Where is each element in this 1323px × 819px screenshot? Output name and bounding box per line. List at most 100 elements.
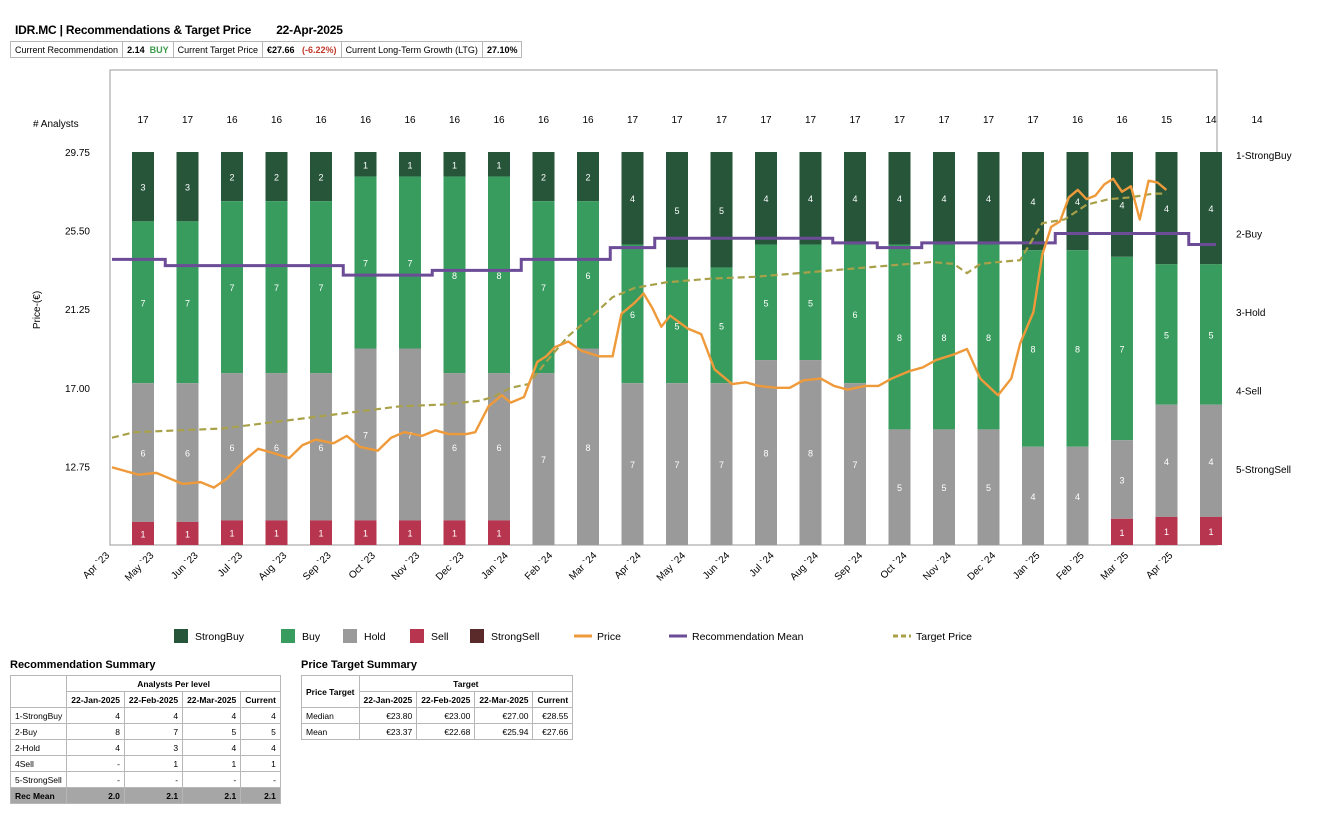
bar-label-strongbuy-11: 4 xyxy=(630,194,635,204)
bar-label-buy-14: 5 xyxy=(763,298,768,308)
bar-strongbuy-19 xyxy=(977,152,1000,245)
bar-strongbuy-9 xyxy=(532,152,555,202)
bar-label-buy-11: 6 xyxy=(630,310,635,320)
bar-label-sell-0: 1 xyxy=(140,529,145,539)
bar-strongbuy-15 xyxy=(799,152,822,245)
rec-col-header-2: 22-Mar-2025 xyxy=(182,691,242,708)
analyst-count-16: 17 xyxy=(849,115,861,126)
rec-cell: 4 xyxy=(182,707,242,724)
bar-label-sell-8: 1 xyxy=(496,529,501,539)
analyst-count-1: 17 xyxy=(182,115,194,126)
analyst-count-6: 16 xyxy=(404,115,416,126)
rec-value-number: 2.14 xyxy=(127,44,145,55)
bar-hold-5 xyxy=(354,348,377,521)
rec-table-corner xyxy=(9,675,68,708)
bar-label-sell-1: 1 xyxy=(185,529,190,539)
bar-label-buy-17: 8 xyxy=(897,333,902,343)
analyst-count-19: 17 xyxy=(983,115,995,126)
bar-label-strongbuy-12: 5 xyxy=(674,206,679,216)
analyst-count-3: 16 xyxy=(271,115,283,126)
bar-strongbuy-4 xyxy=(310,152,332,202)
x-tick-1: May `23 xyxy=(122,549,156,583)
bar-label-hold-10: 8 xyxy=(585,443,590,453)
bar-strongbuy-1 xyxy=(176,152,199,222)
analyst-count-12: 17 xyxy=(671,115,683,126)
bar-strongbuy-3 xyxy=(265,152,288,202)
bar-label-sell-2: 1 xyxy=(229,529,234,539)
ltg-value: 27.10% xyxy=(481,41,523,58)
bar-sell-24 xyxy=(1200,516,1222,545)
rec-col-header-0: 22-Jan-2025 xyxy=(66,691,125,708)
rec-cell: 5 xyxy=(182,723,242,740)
bar-hold-9 xyxy=(532,373,555,545)
recommendation-mean-line xyxy=(112,232,1216,277)
bar-sell-1 xyxy=(176,521,199,545)
bar-label-hold-8: 6 xyxy=(496,443,501,453)
x-tick-19: Nov `24 xyxy=(921,549,955,583)
bar-label-buy-19: 8 xyxy=(986,333,991,343)
analyst-count-15: 17 xyxy=(805,115,817,126)
x-tick-24: Apr `25 xyxy=(1144,549,1176,581)
tp-value: €27.66 (-6.22%) xyxy=(262,41,342,58)
bar-label-hold-22: 3 xyxy=(1119,476,1124,486)
right-axis-label-1: 2-Buy xyxy=(1236,230,1262,241)
x-tick-17: Sep `24 xyxy=(832,549,866,583)
bar-strongbuy-0 xyxy=(132,152,154,222)
bar-label-buy-6: 7 xyxy=(407,259,412,269)
right-axis-label-2: 3-Hold xyxy=(1236,308,1265,319)
ltg-label: Current Long-Term Growth (LTG) xyxy=(340,41,483,58)
analyst-count-8: 16 xyxy=(493,115,505,126)
bar-label-buy-16: 6 xyxy=(852,310,857,320)
analyst-count-11: 17 xyxy=(627,115,639,126)
rec-summary-table: Analysts Per level 22-Jan-2025 22-Feb-202… xyxy=(9,675,281,804)
recommendations-chart: 3761376127612761276117711771186118612772… xyxy=(32,69,1292,643)
rec-cell: 7 xyxy=(123,723,184,740)
bar-hold-12 xyxy=(666,383,688,545)
bar-strongbuy-11 xyxy=(621,152,644,245)
bar-label-buy-15: 5 xyxy=(808,298,813,308)
analyst-count-22: 16 xyxy=(1116,115,1128,126)
bar-label-buy-18: 8 xyxy=(941,333,946,343)
pt-cell: €25.94 xyxy=(474,723,534,740)
bar-label-hold-11: 7 xyxy=(630,460,635,470)
bar-buy-3 xyxy=(265,201,288,374)
bar-buy-20 xyxy=(1022,250,1044,447)
bar-hold-11 xyxy=(621,383,644,545)
bar-label-hold-15: 8 xyxy=(808,449,813,459)
rec-mean-cell: 2.0 xyxy=(66,787,125,804)
bar-hold-8 xyxy=(488,373,510,521)
table-row: Mean €23.37 €22.68 €25.94 €27.66 xyxy=(301,723,574,740)
x-tick-6: Oct `23 xyxy=(346,549,378,581)
bar-label-strongbuy-22: 4 xyxy=(1119,200,1124,210)
legend-label-strongbuy: StrongBuy xyxy=(195,631,245,643)
bar-strongbuy-6 xyxy=(399,152,421,177)
bar-hold-24 xyxy=(1200,404,1222,517)
bar-label-sell-7: 1 xyxy=(452,529,457,539)
x-tick-15: Jul `24 xyxy=(747,549,777,579)
right-axis-label-4: 5-StrongSell xyxy=(1236,465,1291,476)
bar-label-buy-12: 5 xyxy=(674,321,679,331)
bar-label-strongbuy-9: 2 xyxy=(541,173,546,183)
x-tick-4: Aug `23 xyxy=(256,549,290,583)
legend-label-strongsell: StrongSell xyxy=(491,631,539,643)
rec-group-header: Analysts Per level xyxy=(66,675,281,692)
bar-label-strongbuy-4: 2 xyxy=(318,173,323,183)
bar-label-strongbuy-1: 3 xyxy=(185,183,190,193)
analyst-count-10: 16 xyxy=(582,115,594,126)
bar-buy-5 xyxy=(354,176,377,349)
analyst-count-18: 17 xyxy=(938,115,950,126)
rec-cell: 1 xyxy=(240,755,281,772)
bar-hold-14 xyxy=(755,360,777,545)
bar-label-hold-5: 7 xyxy=(363,430,368,440)
bar-hold-15 xyxy=(799,360,822,545)
rec-row-label: 1-StrongBuy xyxy=(9,707,68,724)
bar-sell-23 xyxy=(1155,516,1178,545)
bar-label-buy-7: 8 xyxy=(452,271,457,281)
bar-label-strongbuy-19: 4 xyxy=(986,194,991,204)
bar-label-hold-14: 8 xyxy=(763,449,768,459)
analyst-count-14: 17 xyxy=(760,115,772,126)
analyst-count-17: 17 xyxy=(894,115,906,126)
rec-cell: 3 xyxy=(123,739,184,756)
rec-cell: 4 xyxy=(66,707,125,724)
bar-label-buy-24: 5 xyxy=(1208,330,1213,340)
